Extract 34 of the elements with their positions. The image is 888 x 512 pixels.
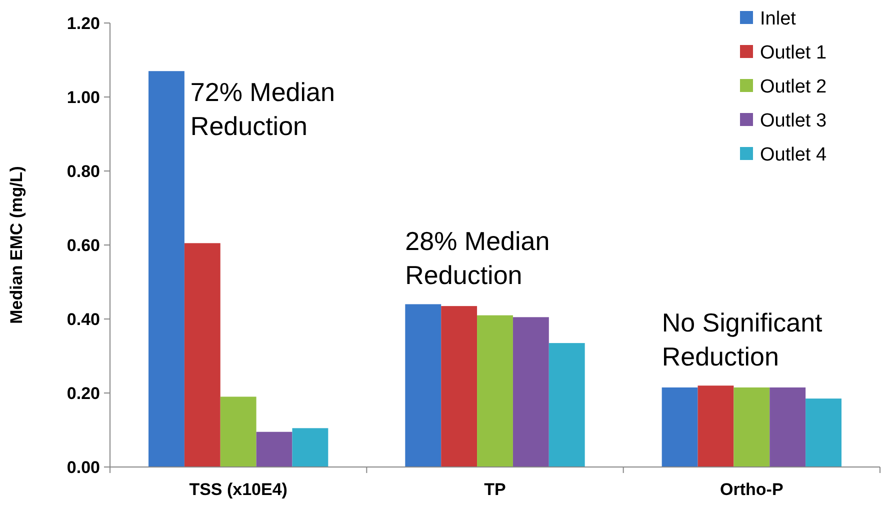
bar <box>734 387 770 467</box>
y-tick-label: 0.40 <box>66 310 100 329</box>
y-axis-title: Median EMC (mg/L) <box>7 166 26 324</box>
y-tick-label: 0.00 <box>66 458 100 477</box>
bar <box>477 315 513 467</box>
legend-label: Inlet <box>760 8 797 30</box>
bar <box>292 428 328 467</box>
bar <box>806 398 842 467</box>
y-tick-label: 0.60 <box>66 236 100 255</box>
legend-label: Outlet 4 <box>760 144 827 166</box>
bar <box>548 343 585 467</box>
bar <box>184 243 220 467</box>
bar <box>698 386 734 467</box>
legend-label: Outlet 3 <box>760 110 827 132</box>
y-tick-label: 1.00 <box>66 88 100 107</box>
x-tick-label: TP <box>484 480 506 499</box>
annotation: 72% Median Reduction <box>190 77 335 142</box>
bar <box>256 432 292 467</box>
x-tick-label: TSS (x10E4) <box>189 480 288 499</box>
bar <box>441 306 478 467</box>
bar <box>770 387 806 467</box>
y-tick-label: 0.20 <box>66 384 100 403</box>
bar <box>220 396 256 467</box>
bar <box>662 387 698 467</box>
legend-label: Outlet 1 <box>760 42 827 64</box>
y-tick-label: 0.80 <box>66 162 100 181</box>
x-tick-label: Ortho-P <box>720 480 784 499</box>
y-tick-label: 1.20 <box>66 14 100 33</box>
bar <box>512 317 549 467</box>
annotation: 28% Median Reduction <box>405 226 550 290</box>
bar <box>148 71 184 467</box>
legend-label: Outlet 2 <box>760 76 827 98</box>
bar <box>405 304 442 467</box>
annotation: No Significant Reduction <box>662 308 824 372</box>
